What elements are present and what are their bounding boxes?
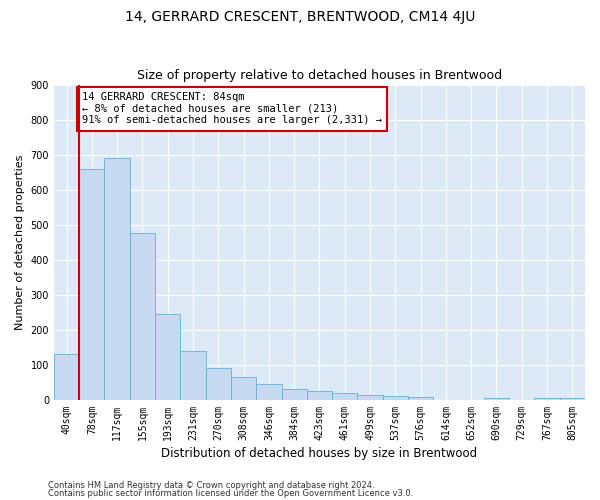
Bar: [206, 368, 231, 400]
Bar: [307, 391, 332, 400]
Bar: [256, 384, 281, 400]
Bar: [358, 394, 383, 400]
Bar: [408, 397, 433, 400]
Bar: [130, 234, 155, 400]
Bar: [104, 158, 130, 400]
Bar: [535, 398, 560, 400]
Bar: [281, 390, 307, 400]
Bar: [560, 398, 585, 400]
Text: Contains HM Land Registry data © Crown copyright and database right 2024.: Contains HM Land Registry data © Crown c…: [48, 480, 374, 490]
Bar: [231, 377, 256, 400]
Bar: [181, 351, 206, 400]
Title: Size of property relative to detached houses in Brentwood: Size of property relative to detached ho…: [137, 69, 502, 82]
Text: 14, GERRARD CRESCENT, BRENTWOOD, CM14 4JU: 14, GERRARD CRESCENT, BRENTWOOD, CM14 4J…: [125, 10, 475, 24]
Bar: [54, 354, 79, 400]
Bar: [155, 314, 181, 400]
Bar: [332, 393, 358, 400]
Bar: [79, 168, 104, 400]
Bar: [484, 398, 509, 400]
Y-axis label: Number of detached properties: Number of detached properties: [15, 154, 25, 330]
Text: Contains public sector information licensed under the Open Government Licence v3: Contains public sector information licen…: [48, 489, 413, 498]
X-axis label: Distribution of detached houses by size in Brentwood: Distribution of detached houses by size …: [161, 447, 478, 460]
Bar: [383, 396, 408, 400]
Text: 14 GERRARD CRESCENT: 84sqm
← 8% of detached houses are smaller (213)
91% of semi: 14 GERRARD CRESCENT: 84sqm ← 8% of detac…: [82, 92, 382, 126]
